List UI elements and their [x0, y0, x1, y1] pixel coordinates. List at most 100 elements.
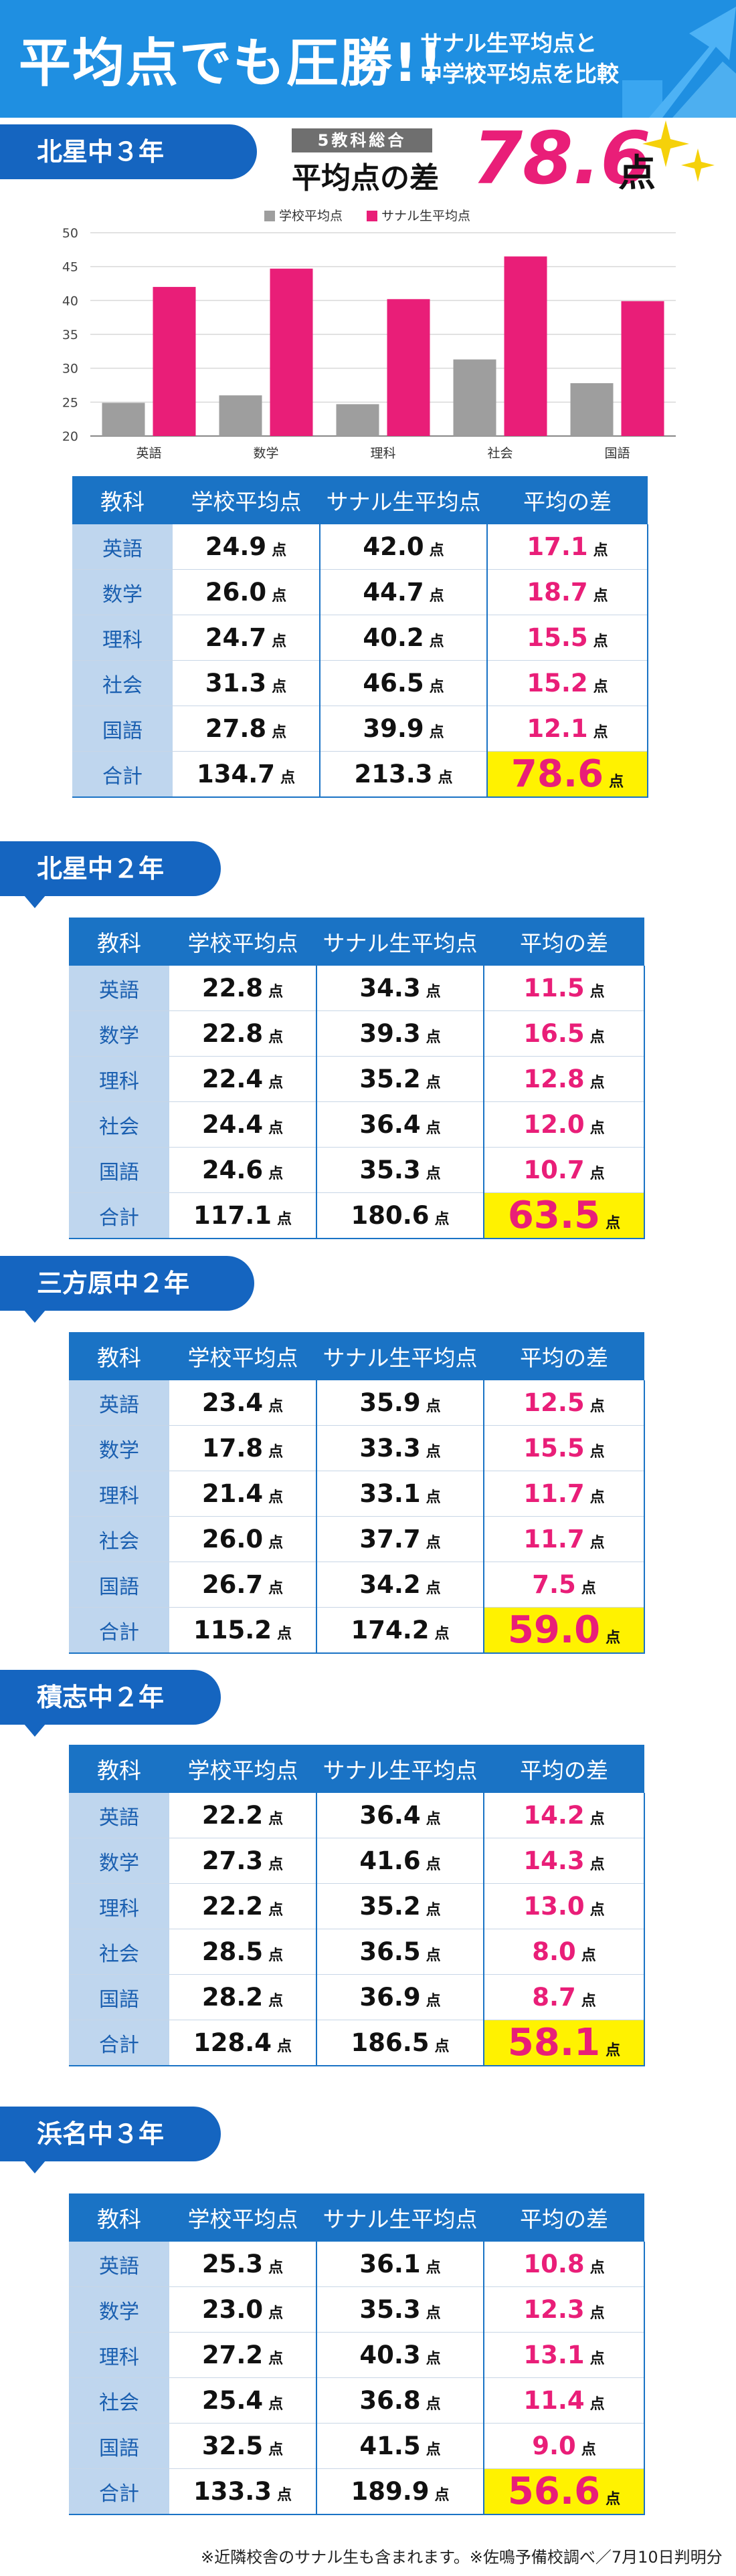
value: 14.3 [523, 1846, 585, 1875]
subject-cell: 国語 [69, 2423, 169, 2469]
difference-cell: 7.5 点 [483, 1562, 645, 1608]
sanaru-average-cell: 36.1 点 [316, 2242, 484, 2287]
value: 26.0 [205, 578, 267, 607]
column-header: 学校平均点 [169, 918, 316, 966]
sanaru-average-cell: 36.5 点 [316, 1929, 484, 1975]
unit: 点 [277, 2038, 292, 2055]
table-header-row: 教科 学校平均点 サナル生平均点 平均の差 [69, 1745, 644, 1793]
table-row: 国語 28.2 点 36.9 点 8.7 点 [69, 1974, 645, 2020]
table-row: 国語 27.8 点 39.9 点 12.1 点 [72, 706, 648, 752]
school-average-cell: 24.7 点 [173, 615, 320, 661]
sanaru-average-cell: 41.5 点 [316, 2423, 484, 2469]
unit: 点 [272, 633, 287, 650]
value: 11.4 [523, 2386, 585, 2415]
bar [453, 359, 496, 436]
table-row: 英語 22.2 点 36.4 点 14.2 点 [69, 1793, 645, 1838]
y-tick-label: 40 [62, 294, 78, 308]
value: 7.5 [532, 1570, 576, 1599]
difference-cell: 11.4 点 [483, 2377, 645, 2424]
difference-cell: 8.7 点 [483, 1974, 645, 2020]
unit: 点 [268, 984, 284, 1000]
school-average-cell: 26.7 点 [169, 1562, 316, 1608]
column-header: サナル生平均点 [316, 1332, 484, 1380]
y-tick-label: 35 [62, 328, 78, 342]
unit: 点 [589, 1075, 605, 1091]
sanaru-average-cell: 37.7 点 [316, 1516, 484, 1562]
difference-cell: 11.7 点 [483, 1516, 645, 1562]
unit: 点 [426, 1120, 441, 1137]
table-row: 英語 24.9 点 42.0 点 17.1 点 [72, 524, 648, 570]
unit: 点 [272, 679, 287, 695]
value: 46.5 [363, 669, 424, 697]
badge-tail [20, 1719, 50, 1737]
column-header: サナル生平均点 [316, 918, 484, 966]
school-average-cell: 22.8 点 [169, 966, 316, 1011]
subject-cell: 国語 [69, 1974, 169, 2020]
unit: 点 [272, 724, 287, 741]
value: 189.9 [351, 2477, 430, 2506]
difference-cell: 12.8 点 [483, 1056, 645, 1102]
value: 15.5 [523, 1434, 585, 1463]
sanaru-average-cell: 186.5 点 [316, 2020, 484, 2066]
table-header-row: 教科 学校平均点 サナル生平均点 平均の差 [69, 2193, 644, 2242]
subject-cell: 数学 [72, 569, 173, 615]
school-average-cell: 115.2 点 [169, 1607, 316, 1654]
x-tick-label: 社会 [487, 446, 513, 461]
unit: 点 [589, 2396, 605, 2413]
sanaru-average-cell: 174.2 点 [316, 1607, 484, 1654]
value: 27.3 [201, 1846, 264, 1875]
unit: 点 [589, 2260, 605, 2276]
unit: 点 [268, 1535, 284, 1551]
column-header: 平均の差 [484, 2193, 644, 2242]
difference-cell: 78.6 点 [486, 751, 648, 798]
unit: 点 [589, 1856, 605, 1873]
column-header: 教科 [69, 1745, 169, 1793]
unit: 点 [426, 1856, 441, 1873]
difference-cell: 15.2 点 [486, 660, 648, 706]
school-average-cell: 32.5 点 [169, 2423, 316, 2469]
sanaru-average-cell: 33.1 点 [316, 1471, 484, 1517]
unit: 点 [581, 1993, 596, 2010]
unit: 点 [277, 1211, 292, 1228]
value: 10.7 [523, 1156, 585, 1184]
bar [219, 395, 262, 436]
sanaru-average-cell: 39.3 点 [316, 1010, 484, 1057]
subject-cell: 理科 [69, 1471, 169, 1517]
score-table: 教科 学校平均点 サナル生平均点 平均の差 英語 22.8 点 34.3 点 11.5 点数学 22.… [69, 918, 645, 1239]
table-row: 英語 25.3 点 36.1 点 10.8 点 [69, 2242, 645, 2287]
school-average-cell: 26.0 点 [169, 1516, 316, 1562]
value: 24.9 [205, 532, 267, 561]
unit: 点 [589, 1444, 605, 1461]
y-tick-label: 20 [62, 429, 78, 444]
unit: 点 [581, 2442, 596, 2458]
unit: 点 [589, 1535, 605, 1551]
unit: 点 [426, 1580, 441, 1597]
column-header: 教科 [69, 918, 169, 966]
value: 15.5 [527, 623, 588, 652]
value: 21.4 [201, 1479, 264, 1508]
unit: 点 [606, 2042, 621, 2059]
unit: 点 [268, 2351, 284, 2367]
subject-cell: 社会 [69, 1516, 169, 1562]
value: 23.4 [201, 1388, 264, 1417]
sanaru-average-cell: 44.7 点 [319, 569, 487, 615]
unit: 点 [268, 1811, 284, 1828]
bar [153, 287, 196, 436]
difference-cell: 12.0 点 [483, 1101, 645, 1148]
unit: 点 [593, 588, 608, 605]
value: 36.5 [359, 1937, 421, 1966]
value: 32.5 [201, 2432, 264, 2460]
difference-cell: 14.3 点 [483, 1838, 645, 1884]
value: 15.2 [527, 669, 588, 697]
value: 35.2 [359, 1065, 421, 1093]
table-header-row: 教科 学校平均点 サナル生平均点 平均の差 [72, 476, 648, 524]
unit: 点 [429, 633, 444, 650]
unit: 点 [268, 2396, 284, 2413]
value: 117.1 [193, 1201, 272, 1230]
value: 128.4 [193, 2028, 272, 2057]
summary-unit: 点 [618, 152, 656, 195]
value: 41.6 [359, 1846, 421, 1875]
school-average-cell: 27.8 点 [173, 706, 320, 752]
page-subtitle: サナル生平均点と 中学校平均点を比較 [420, 28, 661, 90]
bar [102, 403, 145, 436]
